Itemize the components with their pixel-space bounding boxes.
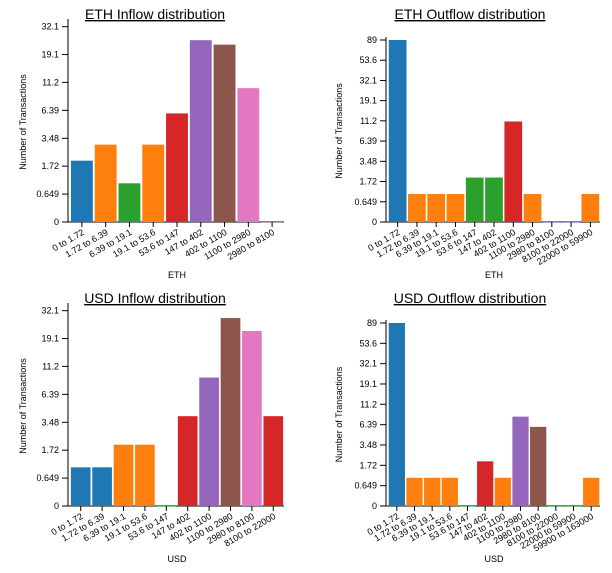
bar bbox=[237, 88, 260, 222]
bar bbox=[118, 183, 141, 222]
bar bbox=[485, 177, 503, 222]
x-axis-label: ETH bbox=[168, 270, 186, 280]
y-tick-label: 19.1 bbox=[41, 334, 59, 344]
y-tick-label: 53.6 bbox=[359, 55, 377, 65]
y-tick-label: 1.72 bbox=[359, 460, 377, 470]
bar bbox=[583, 477, 600, 506]
chart-title: USD Inflow distribution bbox=[84, 290, 226, 306]
bar bbox=[177, 416, 198, 506]
bar bbox=[446, 193, 465, 222]
y-tick-label: 53.6 bbox=[359, 338, 377, 348]
bar bbox=[424, 477, 441, 506]
bar bbox=[504, 121, 523, 222]
y-tick-label: 3.48 bbox=[41, 417, 59, 427]
bar bbox=[477, 461, 494, 506]
y-tick-label: 0.649 bbox=[36, 189, 59, 199]
y-tick-label: 89 bbox=[367, 35, 377, 45]
y-tick-label: 0.649 bbox=[354, 481, 377, 491]
y-tick-label: 0 bbox=[54, 217, 59, 227]
x-axis-label: USD bbox=[484, 554, 504, 564]
x-axis-label: ETH bbox=[485, 270, 503, 280]
y-tick-label: 32.1 bbox=[359, 75, 377, 85]
bar bbox=[388, 40, 407, 222]
bar bbox=[70, 160, 93, 222]
bar bbox=[220, 318, 241, 506]
chart-title: ETH Inflow distribution bbox=[85, 6, 225, 22]
bar bbox=[512, 416, 529, 506]
y-axis-label: Number of Transactions bbox=[18, 358, 28, 454]
bar bbox=[441, 477, 458, 506]
bar bbox=[263, 416, 284, 506]
bar bbox=[199, 377, 219, 506]
bar bbox=[113, 444, 134, 506]
y-tick-label: 11.2 bbox=[42, 77, 59, 87]
y-tick-label: 32.1 bbox=[41, 22, 59, 32]
bar bbox=[135, 444, 155, 506]
bar bbox=[408, 193, 426, 222]
y-tick-label: 3.48 bbox=[41, 133, 59, 143]
y-axis-label: Number of Transactions bbox=[18, 74, 28, 170]
y-tick-label: 1.72 bbox=[41, 445, 59, 455]
y-tick-label: 11.2 bbox=[360, 399, 377, 409]
chart-title: USD Outflow distribution bbox=[394, 290, 547, 306]
bar bbox=[427, 193, 446, 222]
y-tick-label: 6.39 bbox=[359, 420, 377, 430]
bar bbox=[142, 144, 165, 222]
bar bbox=[70, 467, 91, 506]
y-tick-label: 89 bbox=[367, 318, 377, 328]
bar bbox=[242, 331, 262, 506]
bar bbox=[406, 477, 423, 506]
y-tick-label: 6.39 bbox=[359, 136, 377, 146]
y-tick-label: 3.48 bbox=[359, 440, 377, 450]
y-tick-label: 0 bbox=[372, 501, 377, 511]
bar bbox=[189, 40, 212, 222]
y-tick-label: 32.1 bbox=[41, 306, 59, 316]
bar bbox=[92, 467, 112, 506]
bar bbox=[581, 193, 600, 222]
bar bbox=[494, 477, 511, 506]
y-axis-label: Number of Transactions bbox=[334, 83, 344, 179]
y-tick-label: 19.1 bbox=[359, 96, 377, 106]
bar bbox=[388, 323, 405, 506]
y-tick-label: 19.1 bbox=[359, 379, 377, 389]
x-axis-label: USD bbox=[167, 554, 187, 564]
bar bbox=[465, 177, 484, 222]
y-tick-label: 1.72 bbox=[41, 161, 59, 171]
y-tick-label: 11.2 bbox=[42, 361, 59, 371]
y-tick-label: 19.1 bbox=[41, 50, 59, 60]
bar bbox=[166, 113, 188, 222]
y-tick-label: 6.39 bbox=[41, 389, 59, 399]
y-tick-label: 6.39 bbox=[41, 105, 59, 115]
y-axis-label: Number of Transactions bbox=[334, 366, 344, 462]
y-tick-label: 0.649 bbox=[36, 473, 59, 483]
chart-title: ETH Outflow distribution bbox=[395, 6, 546, 22]
y-tick-label: 32.1 bbox=[359, 359, 377, 369]
y-tick-label: 11.2 bbox=[360, 116, 377, 126]
bar bbox=[523, 193, 542, 222]
y-tick-label: 0.649 bbox=[354, 197, 377, 207]
bar bbox=[530, 426, 547, 506]
bar bbox=[94, 144, 117, 222]
y-tick-label: 0 bbox=[372, 217, 377, 227]
bar bbox=[213, 44, 236, 222]
y-tick-label: 1.72 bbox=[359, 177, 377, 187]
y-tick-label: 3.48 bbox=[359, 156, 377, 166]
y-tick-label: 0 bbox=[54, 501, 59, 511]
